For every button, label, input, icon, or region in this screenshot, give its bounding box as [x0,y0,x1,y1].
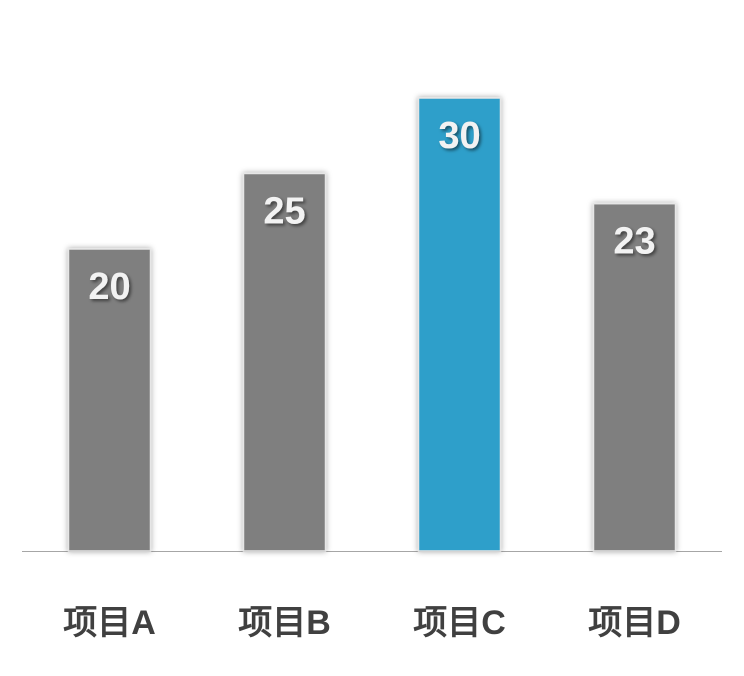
value-label: 25 [263,191,305,233]
bar [67,248,152,552]
value-label: 23 [613,221,655,263]
x-tick-label: 项目A [63,604,156,642]
value-label: 20 [88,266,130,308]
value-label: 30 [438,115,480,157]
bar [242,172,327,552]
bar [417,97,502,552]
bar [592,202,677,552]
x-tick-label: 项目B [238,604,331,642]
x-tick-label: 项目C [413,604,506,642]
x-tick-label: 项目D [588,604,681,642]
